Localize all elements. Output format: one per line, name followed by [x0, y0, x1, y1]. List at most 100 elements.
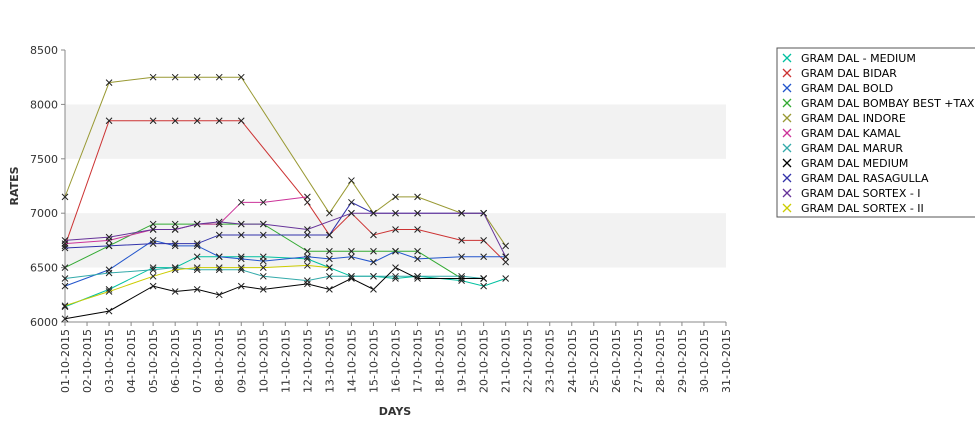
legend-label: GRAM DAL RASAGULLA: [801, 172, 929, 185]
data-point: [304, 193, 311, 201]
data-point: [259, 264, 267, 271]
series-group: [61, 73, 510, 323]
legend-marker: [782, 188, 792, 198]
data-point: [149, 73, 157, 81]
series-7: [61, 264, 487, 323]
data-point: [502, 253, 510, 261]
data-point: [215, 117, 223, 125]
data-point: [171, 117, 179, 125]
data-point: [149, 220, 157, 228]
x-tick-label: 19-10-2015: [456, 329, 469, 393]
series-line: [64, 223, 484, 279]
legend-label: GRAM DAL BOLD: [801, 82, 893, 95]
data-point: [414, 209, 421, 217]
data-point: [61, 302, 69, 310]
data-point: [193, 240, 201, 248]
data-point: [304, 262, 311, 269]
data-point: [480, 253, 487, 261]
legend-label: GRAM DAL KAMAL: [801, 127, 901, 140]
legend-label: GRAM DAL MARUR: [801, 142, 903, 155]
y-tick-label: 7000: [30, 207, 58, 220]
data-point: [326, 272, 333, 280]
legend-marker: [782, 128, 792, 138]
series-9: [61, 209, 510, 261]
data-point: [370, 272, 377, 280]
data-point: [149, 240, 157, 248]
x-tick-label: 16-10-2015: [390, 329, 403, 393]
data-point: [105, 269, 113, 277]
x-tick-label: 28-10-2015: [654, 329, 667, 393]
data-point: [61, 193, 69, 201]
data-point: [304, 226, 311, 233]
series-line: [64, 264, 330, 307]
data-point: [392, 272, 399, 280]
data-point: [392, 209, 399, 217]
data-point: [149, 226, 157, 233]
data-point: [193, 220, 201, 228]
data-point: [348, 177, 355, 184]
legend-marker: [782, 83, 792, 93]
legend-marker: [782, 203, 792, 213]
data-point: [304, 280, 311, 288]
data-point: [458, 275, 465, 282]
x-tick-label: 31-10-2015: [720, 329, 733, 393]
data-point: [171, 240, 179, 248]
x-axis-title: DAYS: [379, 405, 412, 418]
data-point: [61, 264, 69, 271]
x-tick-label: 15-10-2015: [367, 329, 380, 393]
data-point: [304, 277, 311, 285]
data-point: [414, 247, 421, 255]
data-point: [480, 209, 487, 217]
data-point: [215, 231, 223, 239]
data-point: [458, 237, 465, 244]
series-line: [64, 267, 484, 282]
legend-label: GRAM DAL SORTEX - II: [801, 202, 924, 215]
data-point: [149, 237, 157, 244]
series-1: [61, 117, 510, 266]
data-point: [304, 198, 311, 206]
legend-marker: [782, 98, 792, 108]
data-point: [171, 73, 179, 81]
data-point: [105, 237, 113, 244]
x-tick-label: 18-10-2015: [434, 329, 447, 393]
data-point: [105, 266, 113, 274]
data-point: [348, 272, 355, 280]
x-tick-label: 03-10-2015: [103, 329, 116, 393]
data-point: [149, 282, 157, 290]
data-point: [215, 218, 223, 226]
data-point: [304, 253, 311, 261]
legend-box: [776, 47, 975, 218]
data-point: [370, 258, 377, 266]
data-point: [193, 286, 201, 293]
x-tick-label: 01-10-2015: [59, 329, 72, 393]
data-point: [326, 231, 333, 239]
data-point: [348, 247, 355, 255]
y-tick-label: 8500: [30, 44, 58, 57]
data-point: [259, 198, 267, 206]
data-point: [259, 286, 267, 293]
data-point: [171, 220, 179, 228]
x-tick-label: 14-10-2015: [345, 329, 358, 393]
data-point: [458, 209, 465, 217]
x-tick-label: 20-10-2015: [478, 329, 491, 393]
data-point: [326, 264, 333, 271]
data-point: [237, 264, 245, 271]
data-point: [370, 209, 377, 217]
series-line: [64, 212, 507, 257]
legend-marker: [782, 68, 792, 78]
data-point: [61, 244, 69, 252]
data-point: [326, 209, 333, 217]
data-point: [149, 117, 157, 125]
x-tick-label: 21-10-2015: [500, 329, 513, 393]
data-point: [392, 193, 399, 201]
data-point: [502, 275, 510, 282]
data-point: [502, 258, 510, 266]
data-point: [480, 282, 487, 290]
grid-bands: [65, 104, 726, 268]
data-point: [237, 231, 245, 239]
x-tick-label: 29-10-2015: [676, 329, 689, 393]
data-point: [105, 233, 113, 241]
grid-band: [65, 104, 726, 159]
data-point: [105, 307, 113, 315]
